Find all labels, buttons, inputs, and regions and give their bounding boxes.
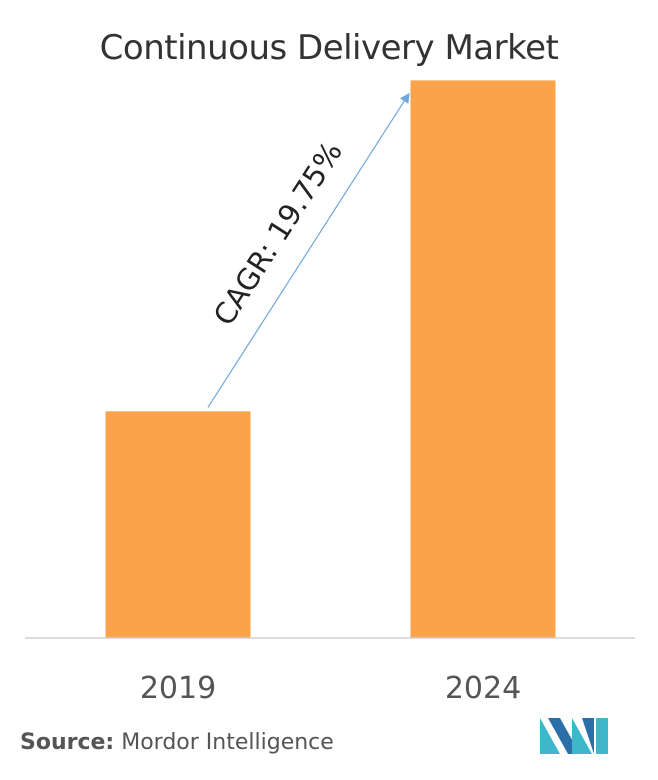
x-tick-label-2019: 2019 <box>140 671 216 706</box>
source-prefix: Source: <box>20 730 115 755</box>
bar-2019 <box>105 411 251 638</box>
x-tick-label-2024: 2024 <box>445 671 521 706</box>
cagr-annotation: CAGR: 19.75% <box>207 136 349 332</box>
source-attribution: Source: Mordor Intelligence <box>20 730 334 755</box>
bars-layer <box>105 80 556 638</box>
x-tick-labels: 2019 2024 <box>140 671 521 706</box>
source-text: Mordor Intelligence <box>121 730 334 755</box>
mordor-intelligence-logo-icon <box>540 718 608 754</box>
chart-title: Continuous Delivery Market <box>99 28 559 68</box>
bar-2024 <box>410 80 556 638</box>
cagr-arrow <box>207 92 410 408</box>
